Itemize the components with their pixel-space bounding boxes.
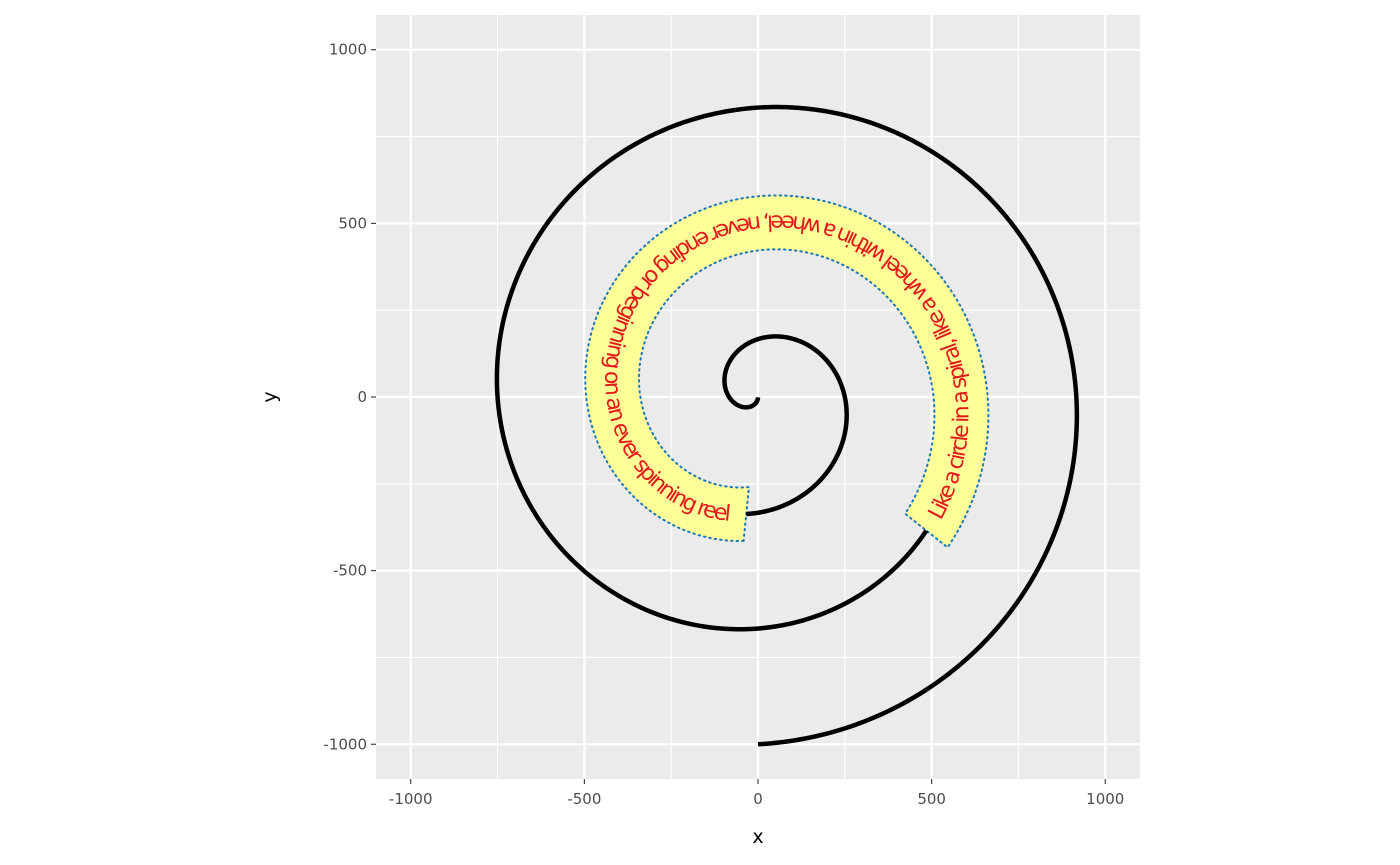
x-axis-title: x bbox=[752, 826, 763, 848]
text-band bbox=[584, 194, 990, 549]
x-tick-label: 500 bbox=[917, 790, 946, 808]
spiral-segment-outer bbox=[494, 104, 1080, 747]
y-axis: -1000 -500 0 500 1000 bbox=[323, 41, 376, 753]
x-tick-label: -1000 bbox=[389, 790, 433, 808]
y-tick-label: 1000 bbox=[329, 41, 367, 59]
x-tick-label: -500 bbox=[567, 790, 601, 808]
y-axis-title: y bbox=[259, 391, 281, 402]
spiral-segment-inner bbox=[722, 334, 849, 517]
grid-major bbox=[376, 15, 1140, 779]
y-tick-label: 0 bbox=[357, 388, 367, 406]
spiral-line bbox=[494, 104, 1080, 747]
x-tick-label: 0 bbox=[753, 790, 763, 808]
text-band-background bbox=[584, 194, 990, 549]
y-tick-label: -500 bbox=[333, 562, 367, 580]
x-axis: -1000 -500 0 500 1000 bbox=[389, 779, 1124, 808]
y-tick-label: -1000 bbox=[323, 735, 367, 753]
x-tick-label: 1000 bbox=[1086, 790, 1124, 808]
y-tick-label: 500 bbox=[338, 214, 367, 232]
